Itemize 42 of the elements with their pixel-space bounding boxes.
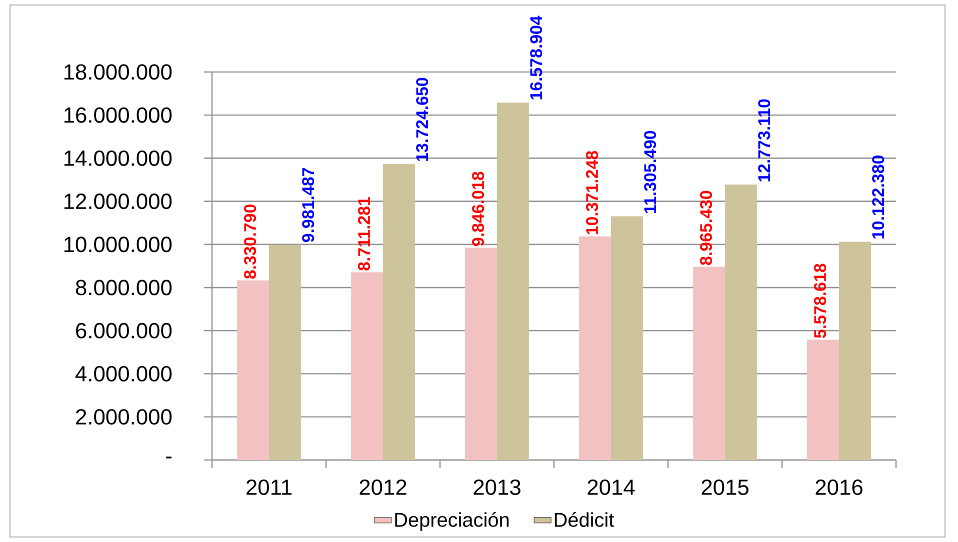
data-label: 10.122.380 (872, 156, 884, 239)
bar (725, 184, 757, 460)
data-label: 9.981.487 (302, 168, 314, 242)
y-tick-label: 10.000.000 (64, 236, 172, 252)
bar (693, 266, 726, 460)
bar (383, 164, 415, 460)
data-label: 16.578.904 (530, 16, 542, 100)
data-label: 13.724.650 (416, 78, 428, 161)
y-tick-label: 8.000.000 (76, 280, 172, 296)
bar (579, 236, 612, 460)
y-tick-label: - (166, 456, 172, 458)
bar (497, 102, 529, 460)
data-label: 10.371.248 (586, 150, 598, 234)
y-tick-label: 2.000.000 (76, 409, 172, 425)
bar (611, 216, 643, 460)
legend-label: Dédicit (554, 512, 614, 527)
x-tick-label: 2011 (246, 479, 292, 496)
bar (839, 242, 871, 460)
x-tick-label: 2016 (816, 479, 862, 496)
x-tick-label: 2013 (474, 479, 520, 496)
x-tick-label: 2015 (702, 479, 748, 496)
bar (465, 248, 498, 460)
bar (269, 244, 301, 460)
y-tick-label: 18.000.000 (64, 64, 172, 80)
legend-label: Depreciación (395, 512, 509, 531)
data-label: 9.846.018 (472, 172, 484, 246)
bar (807, 340, 840, 460)
data-label: 12.773.110 (758, 99, 770, 182)
data-label: 5.578.618 (814, 264, 826, 338)
x-tick-label: 2014 (588, 479, 635, 496)
bar (351, 272, 384, 460)
data-label: 8.711.281 (358, 197, 370, 270)
y-tick-label: 6.000.000 (76, 322, 172, 338)
y-tick-label: 16.000.000 (64, 107, 172, 123)
bar (237, 280, 270, 460)
y-tick-label: 12.000.000 (64, 194, 172, 210)
y-tick-label: 14.000.000 (64, 150, 172, 166)
data-label: 8.965.430 (700, 190, 712, 265)
data-label: 11.305.490 (644, 130, 656, 214)
x-tick-label: 2012 (360, 479, 406, 496)
y-tick-label: 4.000.000 (75, 366, 172, 382)
data-label: 8.330.790 (244, 204, 256, 279)
